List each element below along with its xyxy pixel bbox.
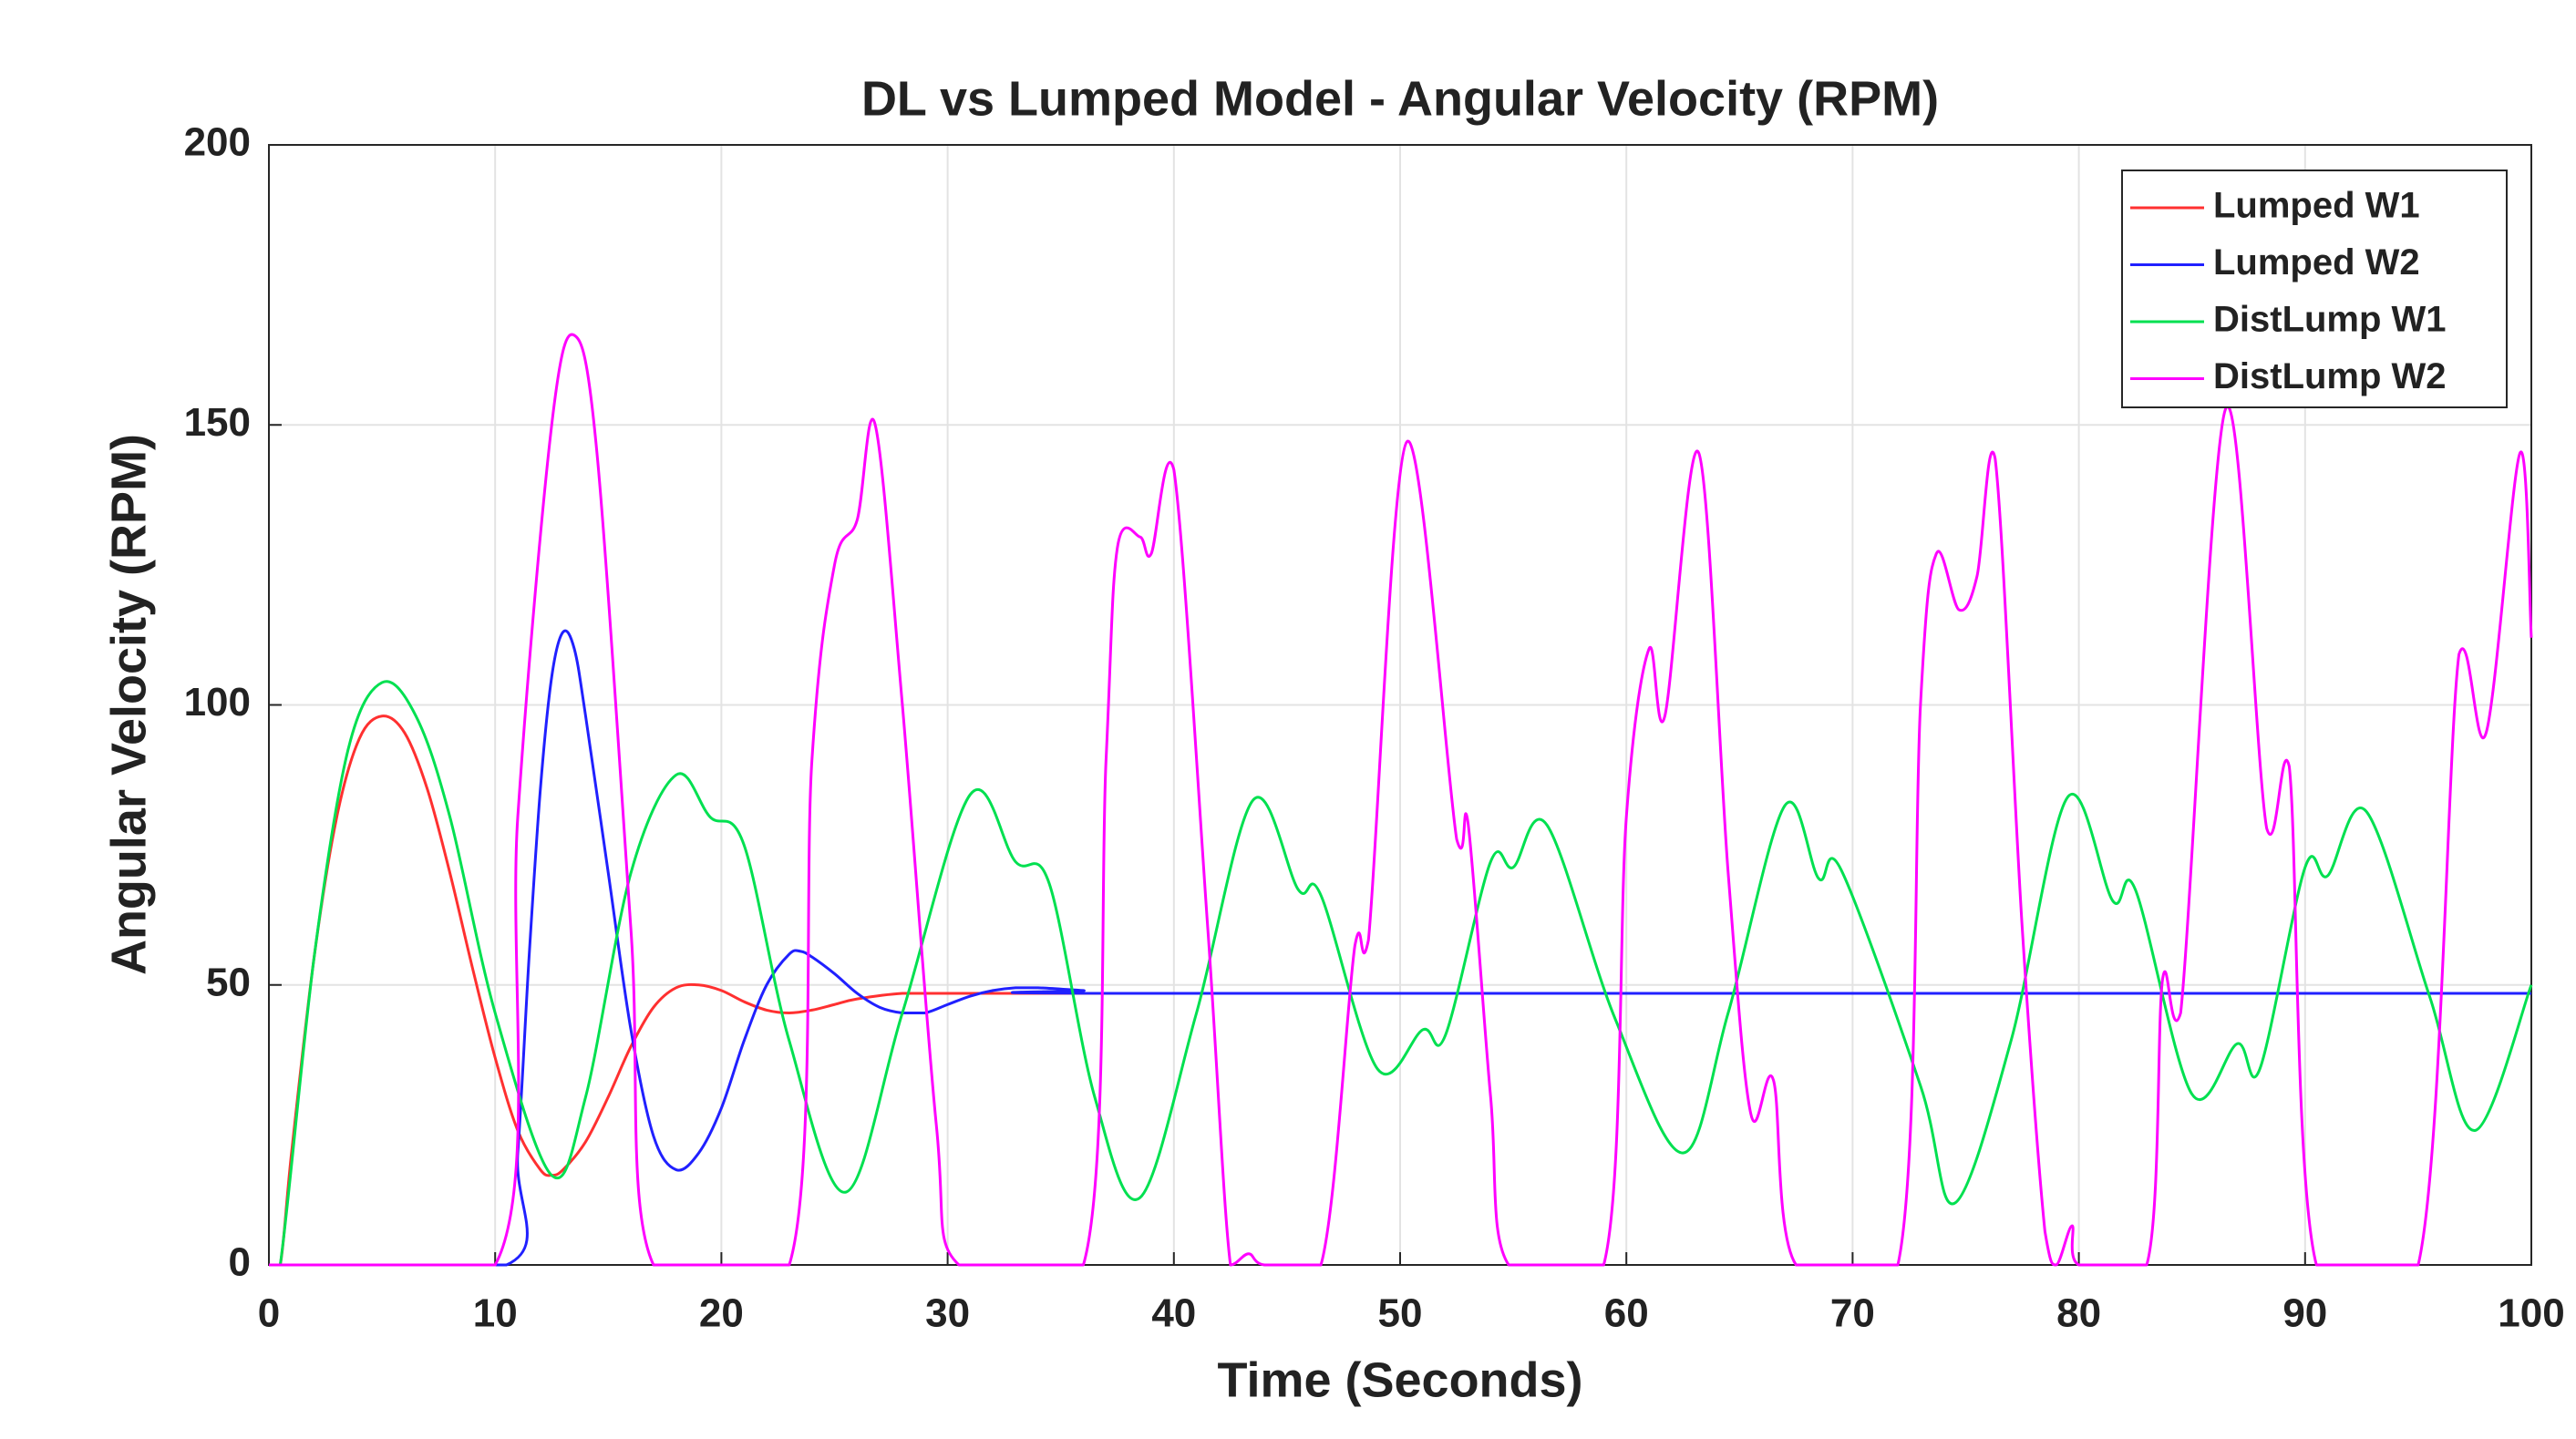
series-line xyxy=(268,333,2533,1267)
series-line xyxy=(268,629,2531,1267)
chart-title: DL vs Lumped Model - Angular Velocity (R… xyxy=(861,71,1939,126)
x-tick-label: 40 xyxy=(1151,1291,1196,1336)
series-line xyxy=(268,680,2533,1267)
x-tick-label: 60 xyxy=(1604,1291,1649,1336)
legend-label: DistLump W2 xyxy=(2213,356,2447,396)
x-tick-label: 70 xyxy=(1830,1291,1875,1336)
x-tick-label: 10 xyxy=(473,1291,518,1336)
y-tick-label: 50 xyxy=(206,960,251,1004)
x-axis-label: Time (Seconds) xyxy=(1217,1352,1582,1407)
y-tick-label: 150 xyxy=(184,400,251,445)
legend-label: Lumped W2 xyxy=(2213,242,2420,283)
legend-label: Lumped W1 xyxy=(2213,186,2420,226)
y-tick-label: 100 xyxy=(184,680,251,725)
y-axis-label: Angular Velocity (RPM) xyxy=(101,434,156,975)
x-tick-label: 90 xyxy=(2282,1291,2327,1336)
x-tick-label: 100 xyxy=(2498,1291,2564,1336)
y-tick-label: 0 xyxy=(229,1240,251,1285)
y-tick-label: 200 xyxy=(184,120,251,165)
x-tick-label: 80 xyxy=(2056,1291,2101,1336)
plot-frame xyxy=(268,144,2532,1266)
series-line xyxy=(268,714,2531,1267)
x-tick-label: 0 xyxy=(258,1291,280,1336)
x-tick-label: 50 xyxy=(1378,1291,1423,1336)
x-tick-label: 30 xyxy=(925,1291,970,1336)
x-tick-label: 20 xyxy=(699,1291,744,1336)
legend-label: DistLump W1 xyxy=(2213,300,2447,340)
legend-box xyxy=(2121,170,2508,408)
